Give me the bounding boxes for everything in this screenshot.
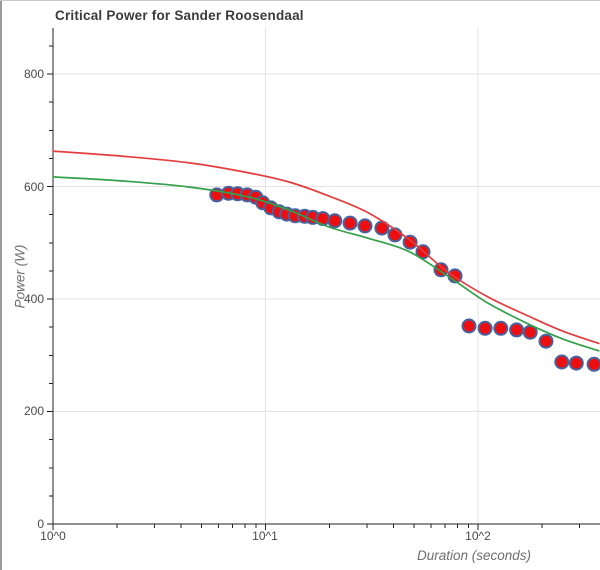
window-border-left xyxy=(0,0,2,570)
y-tick-label: 200 xyxy=(23,404,44,418)
data-point[interactable] xyxy=(568,355,584,371)
data-point[interactable] xyxy=(477,320,493,336)
data-point[interactable] xyxy=(342,215,358,231)
model-curve-red[interactable] xyxy=(52,150,600,345)
data-point[interactable] xyxy=(327,213,343,229)
data-point[interactable] xyxy=(387,227,403,243)
model-curve-green[interactable] xyxy=(52,176,600,352)
y-tick-label: 400 xyxy=(23,292,44,306)
data-point[interactable] xyxy=(461,318,477,334)
data-point[interactable] xyxy=(509,322,525,338)
data-point[interactable] xyxy=(538,333,554,349)
x-tick-label: 10^0 xyxy=(40,529,66,543)
y-tick-label: 600 xyxy=(23,180,44,194)
data-point[interactable] xyxy=(554,354,570,370)
y-tick-label: 800 xyxy=(23,67,44,81)
chart-title: Critical Power for Sander Roosendaal xyxy=(55,8,304,23)
y-tick-label: 0 xyxy=(37,517,44,531)
x-tick-label: 10^1 xyxy=(252,529,278,543)
window-border-top xyxy=(0,0,600,1)
data-point[interactable] xyxy=(493,320,509,336)
data-point[interactable] xyxy=(586,356,600,372)
x-tick-label: 10^2 xyxy=(465,529,491,543)
data-point[interactable] xyxy=(357,218,373,234)
x-axis-title: Duration (seconds) xyxy=(416,548,532,563)
data-point[interactable] xyxy=(402,234,418,250)
